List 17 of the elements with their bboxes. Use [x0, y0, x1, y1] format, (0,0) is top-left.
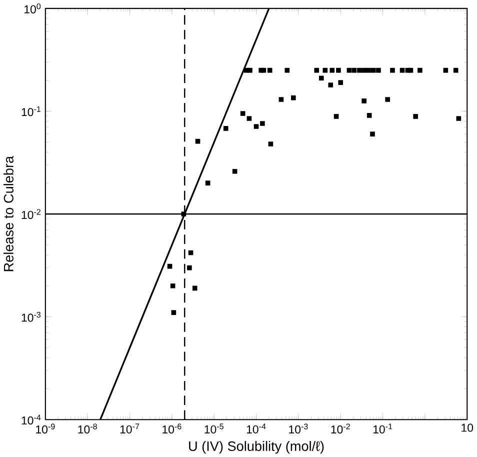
y-tick-label: 10$^{0}$ — [24, 3, 41, 14]
y-tick-label: 10$^{-2}$ — [22, 209, 40, 219]
y-tick-label: 10$^{-3}$ — [22, 312, 41, 322]
y-tick-label: 10$^{-1}$ — [22, 106, 40, 116]
x-tick-label: 10$^{-8}$ — [78, 424, 97, 434]
y-tick-label: 10$^{-4}$ — [22, 414, 41, 424]
x-tick-label: 10$^{-4}$ — [246, 424, 266, 434]
y-axis-title: Release to Culebra — [3, 156, 14, 271]
x-tick-label: 10$^{-6}$ — [162, 424, 182, 434]
x-tick-label: 10 — [462, 424, 474, 432]
x-axis-title: U (IV) Solubility (mol/ℓ) — [189, 440, 324, 454]
x-tick-label: 10$^{-9}$ — [36, 424, 55, 434]
x-tick-label: 10$^{-2}$ — [331, 424, 350, 434]
x-tick-label: 10$^{-1}$ — [373, 424, 392, 434]
x-tick-label: 10$^{-7}$ — [120, 424, 140, 434]
x-tick-label: 10$^{-3}$ — [289, 424, 308, 434]
x-tick-label: 10$^{-5}$ — [204, 424, 224, 434]
